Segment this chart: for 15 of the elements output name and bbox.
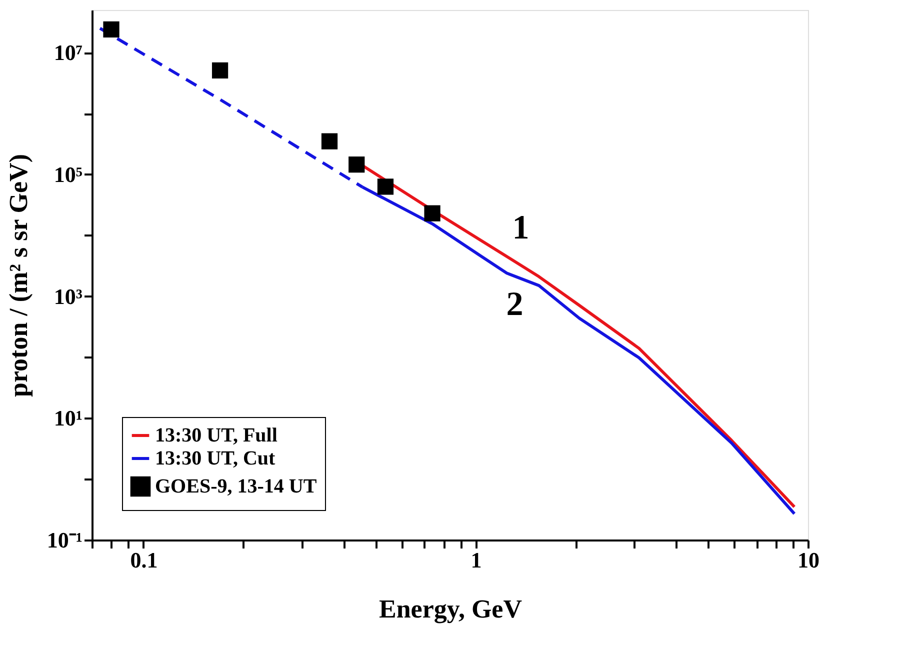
x-tick-label: 1	[470, 548, 482, 572]
y-tick-label: 10⁻¹	[46, 528, 82, 552]
y-tick-label: 10³	[54, 284, 83, 309]
legend-label: 13:30 UT, Cut	[155, 448, 276, 470]
y-tick-label: 10¹	[54, 406, 82, 431]
y-axis-title: proton / (m² s sr GeV)	[4, 154, 33, 397]
x-tick-label: 10	[798, 548, 820, 572]
legend-label: GOES-9, 13-14 UT	[155, 476, 318, 498]
legend-label: 13:30 UT, Full	[155, 424, 278, 446]
y-tick-label: 10⁵	[54, 162, 83, 187]
annotation: 2	[506, 286, 524, 324]
annotation: 1	[512, 209, 530, 246]
y-tick-label: 10⁷	[54, 40, 83, 66]
x-axis-title: Energy, GeV	[379, 594, 522, 624]
x-tick-label: 0.1	[130, 548, 158, 572]
